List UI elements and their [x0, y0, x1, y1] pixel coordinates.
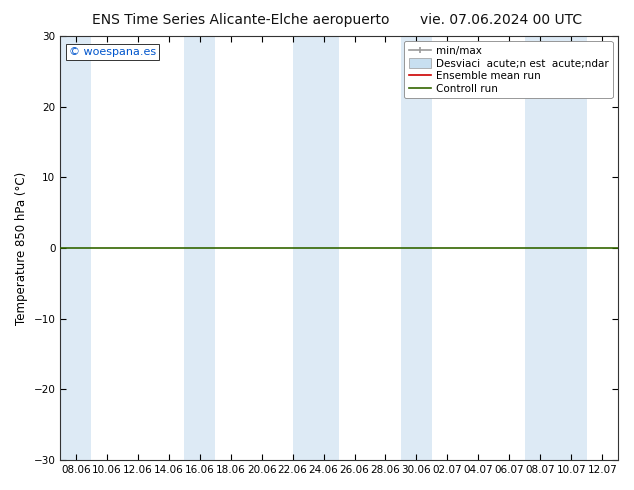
Text: © woespana.es: © woespana.es	[68, 47, 156, 57]
Bar	[292, 36, 339, 460]
Bar	[525, 36, 587, 460]
Text: ENS Time Series Alicante-Elche aeropuerto: ENS Time Series Alicante-Elche aeropuert…	[92, 13, 390, 27]
Bar	[401, 36, 432, 460]
Bar	[60, 36, 91, 460]
Bar	[184, 36, 215, 460]
Y-axis label: Temperature 850 hPa (°C): Temperature 850 hPa (°C)	[15, 172, 28, 325]
Legend: min/max, Desviaci  acute;n est  acute;ndar, Ensemble mean run, Controll run: min/max, Desviaci acute;n est acute;ndar…	[404, 41, 612, 98]
Text: vie. 07.06.2024 00 UTC: vie. 07.06.2024 00 UTC	[420, 13, 582, 27]
